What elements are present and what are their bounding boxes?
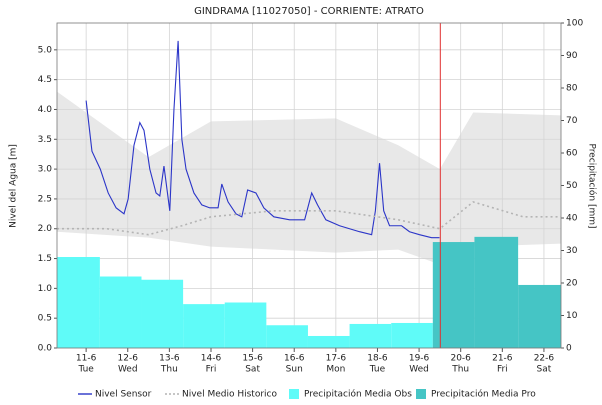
x-tick-label: 13-6 xyxy=(159,354,180,364)
y2-tick-label: 40 xyxy=(566,214,578,224)
legend-swatch xyxy=(289,389,299,399)
x-tick-day: Sun xyxy=(286,365,303,375)
x-tick-day: Fri xyxy=(497,365,508,375)
y-tick-label: 4.0 xyxy=(38,105,53,115)
x-tick-label: 15-6 xyxy=(242,354,263,364)
y2-tick-label: 10 xyxy=(566,311,578,321)
y-tick-label: 1.0 xyxy=(38,284,53,294)
bar xyxy=(266,325,308,348)
bar xyxy=(99,276,142,348)
x-tick-label: 21-6 xyxy=(492,354,513,364)
bar xyxy=(183,304,225,348)
y-tick-label: 3.0 xyxy=(38,165,53,175)
y2-tick-label: 90 xyxy=(566,51,578,61)
legend-label: Precipitación Media Obs xyxy=(304,389,412,400)
y-tick-label: 2.5 xyxy=(38,194,52,204)
y2-tick-label: 0 xyxy=(566,344,572,354)
bar xyxy=(391,322,433,348)
bar xyxy=(432,242,475,348)
x-tick-label: 17-6 xyxy=(326,354,347,364)
chart-title: GINDRAMA [11027050] - CORRIENTE: ATRATO xyxy=(194,6,424,17)
x-tick-label: 22-6 xyxy=(534,354,555,364)
bar xyxy=(518,284,561,348)
legend-label: Precipitación Media Pro xyxy=(431,389,536,400)
x-tick-day: Wed xyxy=(118,365,138,375)
y-tick-label: 0.5 xyxy=(38,314,52,324)
bar xyxy=(224,302,267,348)
x-tick-label: 20-6 xyxy=(450,354,471,364)
y-tick-label: 1.5 xyxy=(38,254,52,264)
x-tick-label: 16-6 xyxy=(284,354,305,364)
plot-frame xyxy=(56,22,562,349)
y2-tick-label: 70 xyxy=(566,116,578,126)
x-tick-day: Mon xyxy=(326,365,345,375)
x-tick-day: Tue xyxy=(77,365,94,375)
x-tick-day: Sat xyxy=(245,365,260,375)
y-tick-label: 0.0 xyxy=(38,344,53,354)
x-tick-day: Sat xyxy=(537,365,552,375)
legend-label: Nivel Medio Historico xyxy=(182,390,277,400)
x-tick-label: 14-6 xyxy=(201,354,222,364)
bar xyxy=(57,257,100,348)
x-tick-day: Fri xyxy=(206,365,217,375)
y2-tick-label: 80 xyxy=(566,84,578,94)
x-tick-day: Thu xyxy=(451,365,469,375)
y2-tick-label: 60 xyxy=(566,149,578,159)
y2-tick-label: 30 xyxy=(566,246,578,256)
bar xyxy=(307,335,350,348)
historic-band xyxy=(57,91,561,265)
line xyxy=(85,40,440,239)
legend-swatch xyxy=(416,389,426,399)
x-tick-label: 19-6 xyxy=(409,354,430,364)
bar xyxy=(474,236,519,348)
x-tick-day: Wed xyxy=(409,365,429,375)
bar xyxy=(141,279,184,348)
y-tick-label: 2.0 xyxy=(38,224,53,234)
x-tick-label: 11-6 xyxy=(76,354,97,364)
x-tick-day: Tue xyxy=(369,365,386,375)
x-tick-label: 12-6 xyxy=(118,354,139,364)
y2-tick-label: 20 xyxy=(566,279,578,289)
y2-axis-label: Precipitación [mm] xyxy=(587,143,598,228)
y-axis-label: Nivel del Agua [m] xyxy=(9,144,19,228)
bar xyxy=(349,323,392,348)
y2-tick-label: 50 xyxy=(566,181,578,191)
y-tick-label: 5.0 xyxy=(38,45,53,55)
y-tick-label: 4.5 xyxy=(38,75,52,85)
line xyxy=(57,201,561,236)
y2-tick-label: 100 xyxy=(566,19,583,29)
y-tick-label: 3.5 xyxy=(38,135,52,145)
x-tick-label: 18-6 xyxy=(367,354,388,364)
legend-label: Nivel Sensor xyxy=(95,390,152,400)
x-tick-day: Thu xyxy=(160,365,178,375)
